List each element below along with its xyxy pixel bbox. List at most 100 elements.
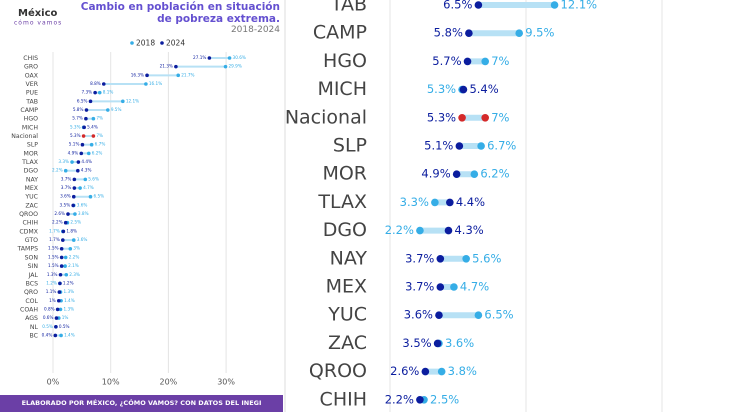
- value-label: 6.5%: [484, 308, 513, 322]
- dot: [93, 90, 97, 95]
- value-label: 5.3%: [427, 82, 456, 96]
- category-label: QRO: [24, 289, 38, 296]
- dot: [63, 255, 68, 260]
- value-label: 1%: [62, 315, 69, 320]
- category-label: MEX: [25, 185, 39, 192]
- value-label: 3.5%: [60, 202, 71, 207]
- value-label: 4.9%: [421, 167, 450, 181]
- category-label: VER: [26, 81, 39, 88]
- category-label: COL: [25, 298, 38, 305]
- dot: [71, 203, 75, 208]
- category-label: CDMX: [19, 228, 38, 235]
- value-label: 21.3%: [160, 64, 173, 69]
- category-label: MICH: [22, 124, 38, 131]
- dot: [465, 29, 473, 37]
- category-label: CAMP: [313, 22, 367, 44]
- dot: [72, 177, 77, 182]
- dot: [76, 160, 81, 164]
- category-label: MOR: [322, 163, 367, 185]
- dot: [58, 281, 62, 286]
- category-label: TAB: [330, 0, 367, 16]
- dot: [452, 170, 461, 178]
- dot: [106, 108, 110, 112]
- dot: [515, 29, 523, 37]
- dot: [91, 134, 96, 138]
- dot: [444, 226, 453, 235]
- legend-marker: [130, 41, 134, 45]
- value-label: 2.3%: [69, 272, 80, 277]
- dot: [474, 1, 483, 9]
- dot: [88, 194, 93, 199]
- legend-marker: [160, 41, 164, 45]
- dot: [66, 212, 70, 216]
- category-label: NAY: [330, 247, 368, 269]
- x-tick-label: 0%: [47, 378, 60, 387]
- value-label: 9.5%: [111, 107, 122, 112]
- category-label: MICH: [317, 78, 367, 100]
- dot: [121, 99, 125, 104]
- value-label: 4.7%: [83, 185, 94, 190]
- value-label: 3.6%: [77, 202, 88, 207]
- dot: [58, 307, 63, 312]
- value-label: 5.1%: [424, 139, 453, 153]
- value-label: 6.5%: [94, 194, 105, 199]
- category-label: ZAC: [25, 202, 38, 209]
- dot: [91, 116, 96, 121]
- dot: [459, 85, 468, 94]
- value-label: 6.7%: [487, 139, 516, 153]
- value-label: 7%: [96, 133, 103, 138]
- value-label: 4.3%: [81, 168, 92, 173]
- dot: [550, 1, 559, 9]
- value-label: 1.2%: [63, 280, 74, 285]
- value-label: 0.5%: [59, 324, 70, 329]
- dot: [144, 82, 148, 86]
- dot: [54, 316, 59, 320]
- logo-name: México: [18, 7, 58, 19]
- dot: [76, 168, 80, 173]
- value-label: 3.6%: [77, 237, 88, 242]
- value-label: 3.6%: [445, 336, 474, 350]
- dot: [71, 238, 76, 242]
- value-label: 7.3%: [81, 90, 92, 95]
- value-label: 2.5%: [70, 220, 81, 225]
- category-label: DGO: [323, 219, 367, 241]
- dot: [79, 151, 84, 156]
- value-label: 2.6%: [54, 211, 65, 216]
- dot: [53, 333, 58, 338]
- dot: [71, 194, 76, 199]
- category-label: QROO: [19, 211, 38, 218]
- value-label: 1.5%: [48, 263, 59, 268]
- value-label: 3.7%: [61, 185, 72, 190]
- value-label: 1.1%: [46, 289, 57, 294]
- category-label: AGS: [25, 315, 38, 322]
- dot: [174, 64, 178, 69]
- value-label: 5.3%: [70, 133, 81, 138]
- dot: [416, 396, 424, 404]
- value-label: 3.6%: [404, 308, 433, 322]
- dot: [84, 108, 89, 112]
- value-label: 1.4%: [64, 298, 75, 303]
- category-label: CHIS: [23, 55, 38, 62]
- dot: [458, 114, 466, 122]
- dot: [59, 246, 64, 251]
- value-label: 21.7%: [181, 72, 194, 77]
- dot: [481, 114, 490, 122]
- dot: [57, 290, 62, 294]
- dot: [477, 142, 485, 150]
- dot: [61, 229, 66, 234]
- dot: [83, 177, 88, 182]
- dot: [97, 90, 102, 95]
- dot: [435, 311, 443, 320]
- dot: [207, 56, 212, 60]
- value-label: 6.2%: [480, 167, 509, 181]
- category-label: TLAX: [317, 191, 367, 213]
- category-label: ZAC: [328, 332, 367, 354]
- value-label: 1.7%: [49, 228, 60, 233]
- dot: [54, 324, 58, 329]
- value-label: 0.4%: [42, 332, 53, 337]
- dot: [70, 160, 74, 164]
- category-label: SIN: [28, 263, 39, 270]
- dot: [80, 142, 85, 147]
- value-label: 16.3%: [131, 72, 144, 77]
- category-label: NAY: [26, 176, 38, 183]
